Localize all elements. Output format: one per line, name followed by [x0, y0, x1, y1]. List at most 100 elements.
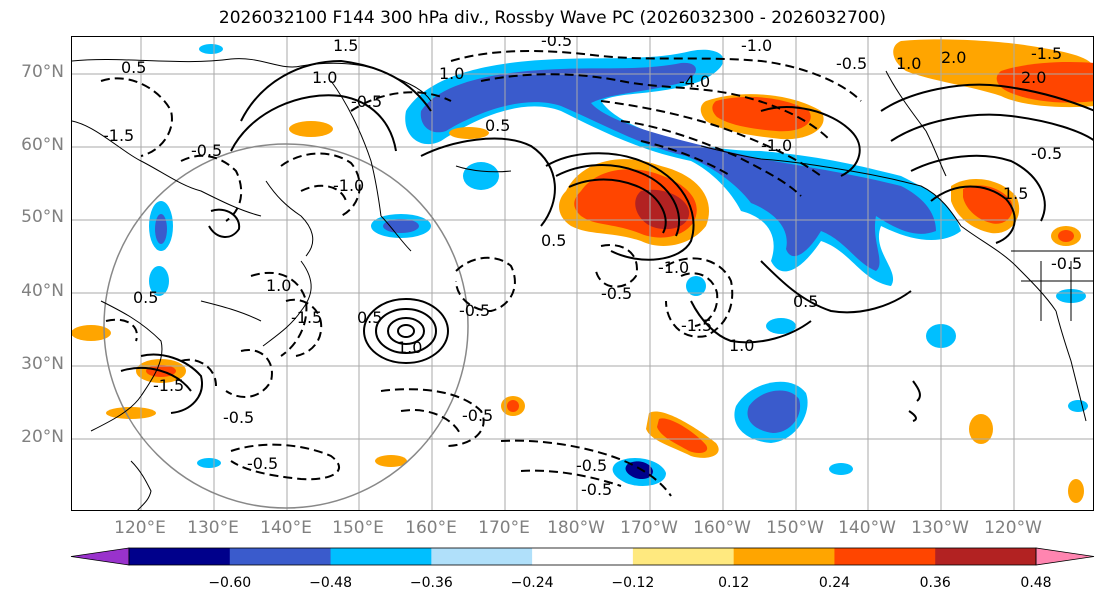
contour-label: -0.5 [247, 454, 278, 473]
patch-orange-ne-china [375, 455, 407, 467]
colorbar-tick-label: −0.60 [208, 575, 252, 591]
lat-label-20n: 20°N [21, 427, 64, 447]
contour-label: -0.5 [1051, 254, 1082, 273]
patch-blue-japan-w [149, 266, 169, 296]
contour-label: -4.0 [679, 72, 710, 91]
contour-label: -1.0 [741, 37, 772, 55]
contour-label: 1.0 [896, 54, 921, 73]
colorbar-tick-label: 0.12 [718, 575, 750, 591]
lat-label-60n: 60°N [21, 135, 64, 155]
colorbar-extend-low [70, 547, 130, 566]
lon-label-140e: 140°E [260, 518, 312, 538]
contour-labels: 1.5 1.0 0.5 -0.5 -1.5 -0.5 1.0 -1.0 -0.5… [103, 37, 1082, 499]
graticule [72, 37, 1093, 510]
lon-label-180w: 180°W [547, 518, 605, 538]
colorbar-segment [632, 548, 735, 565]
contour-label: 1.0 [439, 64, 464, 83]
contour-label: -1.5 [153, 376, 184, 395]
patch-red-dateline [507, 400, 519, 412]
contour-label: 1.0 [729, 336, 754, 355]
lon-label-170e: 170°E [478, 518, 530, 538]
colorbar-segment [330, 548, 432, 565]
contour-label: 0.5 [793, 292, 818, 311]
map-canvas: 1.5 1.0 0.5 -0.5 -1.5 -0.5 1.0 -1.0 -0.5… [72, 37, 1093, 510]
lon-label-160e: 160°E [405, 518, 457, 538]
lon-label-120e: 120°E [114, 518, 166, 538]
patch-blue-hawaii-w [686, 276, 706, 296]
contour-label: -1.5 [681, 316, 712, 335]
positive-contours [120, 59, 1093, 422]
patch-orange-baja [969, 414, 993, 444]
positive-anomaly-northeast-core [996, 61, 1093, 103]
negative-anomaly-hawaii-core [747, 390, 801, 433]
negative-anomaly-south-core [625, 461, 653, 479]
lon-label-140w: 140°W [838, 518, 896, 538]
lon-label-130w: 130°W [911, 518, 969, 538]
patch-orange-china [72, 325, 111, 341]
colorbar-segment [129, 548, 231, 565]
contour-label: 1.5 [1003, 184, 1028, 203]
colorbar-segment [229, 548, 332, 565]
contour-label: 1.0 [312, 68, 337, 87]
range-circle [103, 143, 469, 509]
colorbar-tick-label: −0.12 [611, 575, 655, 591]
contour-label: -0.5 [191, 141, 222, 160]
contour-label: -0.5 [576, 456, 607, 475]
colorbar-frame [128, 547, 1037, 566]
contour-label: -0.5 [459, 301, 490, 320]
contour-label: 0.5 [121, 58, 146, 77]
contour-label: 0.5 [485, 116, 510, 135]
colorbar-tick-label: −0.24 [510, 575, 554, 591]
lat-label-30n: 30°N [21, 354, 64, 374]
patch-blue-w-pacific [197, 458, 221, 468]
colorbar-segment [733, 548, 835, 565]
colorbar-extend-high [1035, 547, 1095, 566]
contour-label: -1.0 [333, 176, 364, 195]
contour-label: 1.0 [266, 276, 291, 295]
colorbar-segment [935, 548, 1037, 565]
contour-label: -0.5 [351, 92, 382, 111]
colorbar-tick-label: −0.36 [409, 575, 453, 591]
lon-label-170w: 170°W [620, 518, 678, 538]
contour-label: -0.5 [836, 54, 867, 73]
patch-blue-aleutian [463, 162, 499, 190]
negative-anomaly-band-core [420, 62, 937, 271]
lon-label-150w: 150°W [766, 518, 824, 538]
colorbar [70, 547, 1095, 566]
contour-label: -1.5 [103, 126, 134, 145]
contour-label: 0.5 [133, 288, 158, 307]
colorbar-segment [431, 548, 533, 565]
lon-label-120w: 120°W [984, 518, 1042, 538]
contour-label: -0.5 [223, 408, 254, 427]
contour-label: 2.0 [1021, 68, 1046, 87]
patch-blue-alaska-w [199, 44, 223, 54]
patch-blue-east-pacific [766, 318, 796, 334]
patch-blue-japan-n-core [155, 214, 167, 244]
chart-title: 2026032100 F144 300 hPa div., Rossby Wav… [218, 8, 887, 28]
negative-contours [100, 50, 862, 497]
contour-label: -0.5 [541, 37, 572, 50]
contour-label: -1.0 [658, 258, 689, 277]
contour-label: 2.0 [941, 48, 966, 67]
contour-label: -1.0 [761, 136, 792, 155]
colorbar-tick-label: 0.36 [919, 575, 951, 591]
contour-label: -1.5 [291, 308, 322, 327]
lon-label-150e: 150°E [332, 518, 384, 538]
lat-label-70n: 70°N [21, 62, 64, 82]
map-panel: 1.5 1.0 0.5 -0.5 -1.5 -0.5 1.0 -1.0 -0.5… [71, 36, 1094, 511]
colorbar-segment [834, 548, 936, 565]
contour-label: 1.5 [333, 37, 358, 55]
colorbar-tick-label: −0.48 [309, 575, 352, 591]
contour-label: -0.5 [462, 406, 493, 425]
contour-label: 0.5 [357, 308, 382, 327]
lat-label-50n: 50°N [21, 207, 64, 227]
colorbar-tick-label: 0.24 [818, 575, 851, 591]
patch-orange-sw-us [1068, 479, 1084, 503]
contour-label: -0.5 [1031, 144, 1062, 163]
contour-label: -0.5 [601, 284, 632, 303]
contour-label: 0.5 [541, 231, 566, 250]
colorbar-tick-label: 0.48 [1020, 575, 1052, 591]
contour-label: -0.5 [581, 480, 612, 499]
positive-anomaly-gulf-core [712, 96, 811, 132]
patch-orange-s-china [106, 407, 156, 419]
